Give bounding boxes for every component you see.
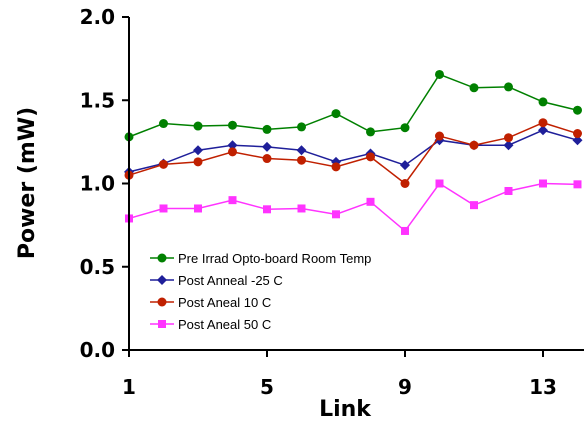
data-point bbox=[263, 205, 271, 214]
data-point bbox=[296, 145, 307, 156]
series-line bbox=[128, 129, 578, 173]
legend-item: Post Aneal 10 C bbox=[150, 295, 271, 310]
series-1 bbox=[124, 69, 582, 142]
data-point bbox=[332, 210, 340, 219]
legend-label: Pre Irrad Opto-board Room Temp bbox=[178, 251, 371, 266]
data-point bbox=[400, 179, 410, 188]
data-point bbox=[366, 152, 375, 162]
data-point bbox=[193, 157, 203, 167]
series-3 bbox=[124, 118, 582, 188]
data-point bbox=[228, 147, 237, 157]
y-tick-label: 0.0 bbox=[80, 338, 115, 362]
data-point bbox=[228, 196, 237, 205]
data-point bbox=[366, 127, 375, 137]
legend-marker bbox=[158, 320, 166, 328]
series-line bbox=[128, 182, 578, 233]
data-point bbox=[573, 180, 582, 189]
data-point bbox=[193, 145, 203, 156]
data-point bbox=[470, 201, 478, 210]
legend-item: Pre Irrad Opto-board Room Temp bbox=[150, 251, 371, 266]
x-tick-label: 5 bbox=[260, 375, 274, 399]
data-point bbox=[538, 125, 548, 136]
y-axis-title: Power (mW) bbox=[15, 107, 40, 259]
data-point bbox=[366, 197, 375, 206]
data-point bbox=[262, 124, 272, 134]
data-point bbox=[504, 186, 513, 195]
data-point bbox=[331, 109, 341, 119]
data-point bbox=[573, 129, 582, 139]
series-line bbox=[128, 73, 578, 138]
data-point bbox=[504, 133, 513, 143]
legend-marker bbox=[157, 253, 167, 263]
x-tick-label: 9 bbox=[398, 375, 412, 399]
data-point bbox=[297, 122, 306, 132]
data-point bbox=[401, 226, 409, 235]
data-point bbox=[469, 83, 479, 93]
data-point bbox=[400, 123, 410, 133]
legend-marker bbox=[157, 297, 167, 307]
x-tick-label: 13 bbox=[529, 375, 557, 399]
legend-label: Post Aneal 50 C bbox=[178, 317, 271, 332]
data-point bbox=[504, 82, 513, 92]
y-ticks: 0.0 0.5 1.0 1.5 2.0 bbox=[80, 5, 129, 362]
data-point bbox=[297, 155, 306, 165]
data-point bbox=[297, 204, 306, 213]
series-layer bbox=[124, 69, 583, 235]
series-line bbox=[128, 121, 578, 185]
series-2 bbox=[124, 125, 583, 177]
data-point bbox=[538, 118, 548, 128]
data-point bbox=[435, 69, 444, 79]
data-point bbox=[331, 162, 341, 172]
data-point bbox=[159, 119, 168, 129]
data-point bbox=[539, 179, 547, 188]
y-tick-label: 2.0 bbox=[80, 5, 115, 29]
data-point bbox=[469, 140, 479, 150]
legend-marker bbox=[157, 275, 167, 285]
legend-item: Post Aneal 50 C bbox=[150, 317, 271, 332]
data-point bbox=[573, 105, 582, 115]
data-point bbox=[503, 140, 514, 151]
data-point bbox=[228, 120, 237, 130]
data-point bbox=[227, 140, 238, 151]
series-4 bbox=[125, 179, 582, 235]
x-tick-label: 1 bbox=[122, 375, 136, 399]
y-tick-label: 1.5 bbox=[80, 88, 115, 112]
data-point bbox=[572, 135, 583, 146]
data-point bbox=[194, 204, 202, 213]
data-point bbox=[159, 204, 168, 213]
y-tick-label: 0.5 bbox=[80, 255, 115, 279]
x-ticks: 1 5 9 13 bbox=[122, 350, 557, 399]
data-point bbox=[538, 97, 548, 107]
data-point bbox=[435, 131, 444, 141]
data-point bbox=[262, 154, 272, 164]
data-point bbox=[400, 160, 410, 171]
legend-label: Post Aneal 10 C bbox=[178, 295, 271, 310]
data-point bbox=[193, 121, 203, 131]
legend-item: Post Anneal -25 C bbox=[150, 273, 283, 288]
x-axis-title: Link bbox=[319, 397, 372, 421]
y-tick-label: 1.0 bbox=[80, 172, 115, 196]
legend: Pre Irrad Opto-board Room Temp Post Annea… bbox=[150, 251, 371, 332]
data-point bbox=[435, 179, 444, 188]
data-point bbox=[159, 159, 168, 169]
legend-label: Post Anneal -25 C bbox=[178, 273, 283, 288]
data-point bbox=[262, 141, 272, 152]
